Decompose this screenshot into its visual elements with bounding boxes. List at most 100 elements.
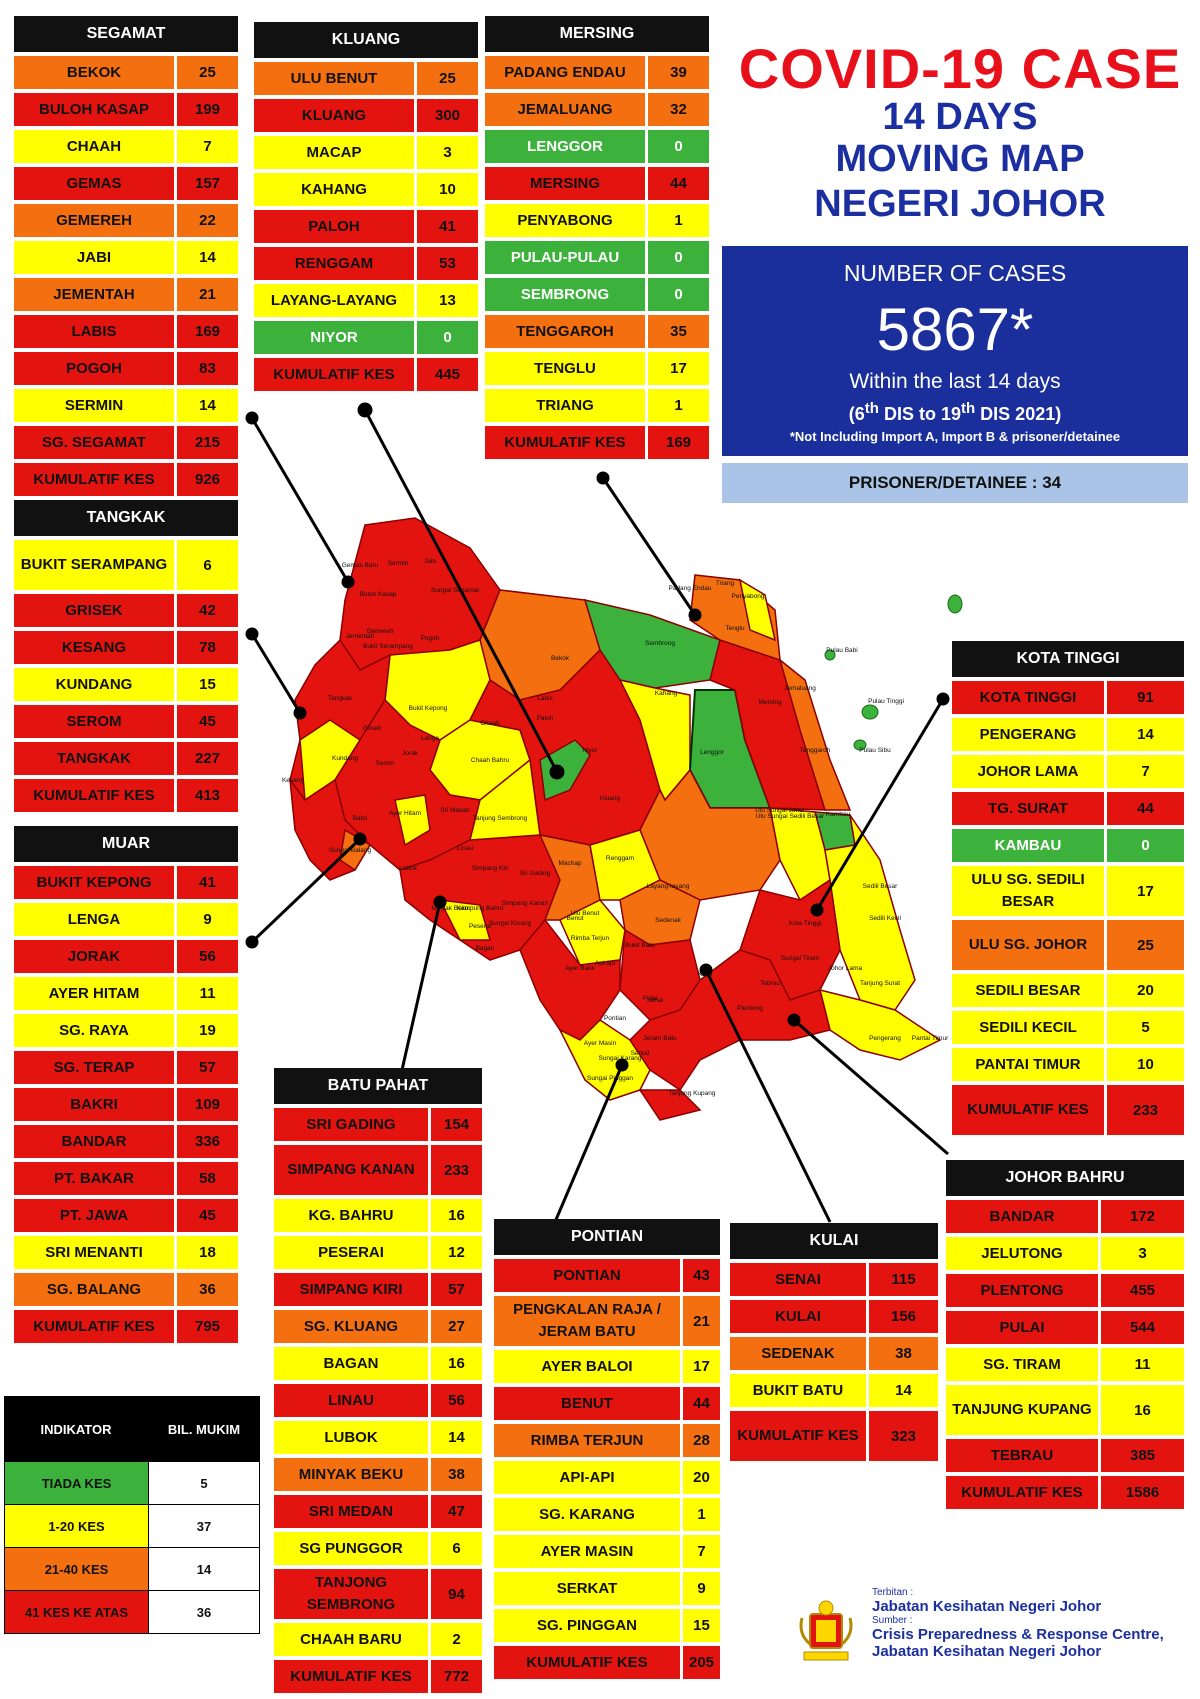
mukim-row: SERKAT 9 xyxy=(494,1572,720,1605)
map-mukim-label: Simpang Kanan xyxy=(502,900,549,907)
region-sembrong xyxy=(583,598,721,689)
mukim-cases: 169 xyxy=(177,315,238,348)
mukim-cases: 41 xyxy=(417,210,478,243)
mukim-row: LENGA 9 xyxy=(14,903,238,936)
region-penyabong xyxy=(738,578,777,642)
region-bekok xyxy=(479,589,601,701)
district-header: TANGKAK xyxy=(14,500,238,536)
district-table-kluang: KLUANG ULU BENUT 25 KLUANG 300 MACAP 3 KAHANG 10… xyxy=(254,22,478,395)
mukim-cases: 3 xyxy=(1101,1237,1184,1270)
mukim-name: BANDAR xyxy=(14,1125,174,1158)
leader-pontian xyxy=(553,1064,624,1223)
map-mukim-label: Kahang xyxy=(655,690,678,697)
region-muar-east xyxy=(334,698,481,871)
leader-dot-muar-b xyxy=(353,832,367,846)
mukim-row: KUMULATIF KES 413 xyxy=(14,779,238,812)
district-table-johorbahru: JOHOR BAHRU BANDAR 172 JELUTONG 3 PLENTONG 455… xyxy=(946,1160,1184,1513)
mukim-name: SERKAT xyxy=(494,1572,680,1605)
region-kundang xyxy=(299,719,362,802)
mukim-row: TENGLU 17 xyxy=(485,352,709,385)
legend-h2: BIL. MUKIM xyxy=(167,1421,241,1437)
mukim-name: RENGGAM xyxy=(254,247,414,280)
mukim-name: SG. KLUANG xyxy=(274,1310,428,1343)
mukim-cases: 156 xyxy=(869,1300,938,1333)
mukim-row: TANGKAK 227 xyxy=(14,742,238,775)
mukim-name: SRI MEDAN xyxy=(274,1495,428,1528)
region-bukit-batu xyxy=(559,899,626,966)
mukim-row: SIMPANG KIRI 57 xyxy=(274,1273,482,1306)
mukim-cases: 544 xyxy=(1101,1311,1184,1344)
mukim-row: SENAI 115 xyxy=(730,1263,938,1296)
mukim-row: PALOH 41 xyxy=(254,210,478,243)
mukim-cases: 157 xyxy=(177,167,238,200)
map-mukim-label: Kampung Bahru xyxy=(457,905,504,912)
map-mukim-label: Bukit Kepong xyxy=(409,705,448,712)
mukim-row: LUBOK 14 xyxy=(274,1421,482,1454)
mukim-cases: 205 xyxy=(683,1646,720,1679)
mukim-cases: 7 xyxy=(683,1535,720,1568)
district-table-pontian: PONTIAN PONTIAN 43 PENGKALAN RAJA / JERAM B… xyxy=(494,1219,720,1683)
map-mukim-label: Bekok xyxy=(551,655,570,662)
map-mukim-label: Jementah xyxy=(346,633,375,640)
map-mukim-label: Serom xyxy=(375,760,394,767)
region-tanjung-kupang xyxy=(638,1089,702,1121)
mukim-name: PENGKALAN RAJA / JERAM BATU xyxy=(494,1296,680,1346)
region-ulu-sg-johor xyxy=(639,768,781,901)
legend-count: 14 xyxy=(149,1548,260,1590)
map-mukim-label: Kambau xyxy=(826,811,851,818)
mukim-row: JEMALUANG 32 xyxy=(485,93,709,126)
cases-total: 5867* xyxy=(876,296,1034,363)
mukim-row: BAGAN 16 xyxy=(274,1347,482,1380)
mukim-name: SG. KARANG xyxy=(494,1498,680,1531)
mukim-name: SG. TERAP xyxy=(14,1051,174,1084)
mukim-name: POGOH xyxy=(14,352,174,385)
footer-sumber-1: Crisis Preparedness & Response Centre, xyxy=(872,1626,1164,1643)
mukim-row: ULU BENUT 25 xyxy=(254,62,478,95)
map-mukim-label: Labis xyxy=(537,695,553,702)
mukim-cases: 45 xyxy=(177,705,238,738)
mukim-name: SG. SEGAMAT xyxy=(14,426,174,459)
mukim-name: SENAI xyxy=(730,1263,866,1296)
map-mukim-label: Api-api xyxy=(595,960,615,967)
mukim-cases: 83 xyxy=(177,352,238,385)
region-sedili xyxy=(824,814,916,1011)
island-tinggi xyxy=(861,704,879,720)
mukim-name: SERMIN xyxy=(14,389,174,422)
map-mukim-label: Triang xyxy=(716,580,735,587)
mukim-row: KOTA TINGGI 91 xyxy=(952,681,1184,714)
mukim-row: SG. PINGGAN 15 xyxy=(494,1609,720,1642)
footer-sumber-2: Jabatan Kesihatan Negeri Johor xyxy=(872,1643,1102,1660)
map-mukim-labels: Gemas Baru Sermin Jabi Buloh Kasap Sungai Se… xyxy=(282,558,949,1097)
mukim-cases: 45 xyxy=(177,1199,238,1232)
mukim-name: JEMENTAH xyxy=(14,278,174,311)
mukim-cases: 38 xyxy=(431,1458,482,1491)
mukim-row: NIYOR 0 xyxy=(254,321,478,354)
region-tangkak xyxy=(289,638,391,802)
period-start-sup: th xyxy=(864,400,879,417)
mukim-cases: 11 xyxy=(177,977,238,1010)
leader-kulai xyxy=(704,969,832,1223)
mukim-name: ULU BENUT xyxy=(254,62,414,95)
mukim-cases: 20 xyxy=(1107,974,1184,1007)
region-layang-layang xyxy=(589,829,661,901)
map-mukim-label: Serkat xyxy=(631,1050,650,1057)
mukim-cases: 22 xyxy=(177,204,238,237)
mukim-cases: 14 xyxy=(431,1421,482,1454)
map-mukim-label: Pulau Sibu xyxy=(859,747,891,754)
subtitle-moving-map: MOVING MAP xyxy=(835,138,1085,180)
footer-terbitan: Jabatan Kesihatan Negeri Johor xyxy=(872,1598,1102,1615)
mukim-row: TRIANG 1 xyxy=(485,389,709,422)
footer-terbitan-label: Terbitan : xyxy=(872,1587,914,1598)
mukim-row: MERSING 44 xyxy=(485,167,709,200)
mukim-row: BULOH KASAP 199 xyxy=(14,93,238,126)
mukim-name: SEMBRONG xyxy=(485,278,645,311)
mukim-row: MINYAK BEKU 38 xyxy=(274,1458,482,1491)
subtitle-14-days: 14 DAYS xyxy=(882,96,1038,138)
mukim-name: SEDENAK xyxy=(730,1337,866,1370)
leader-dot-tangkak-b xyxy=(293,706,307,720)
legend-label: 1-20 KES xyxy=(5,1505,149,1547)
mukim-cases: 11 xyxy=(1101,1348,1184,1381)
number-of-cases-box: NUMBER OF CASES 5867* Within the last 14… xyxy=(722,246,1188,456)
legend-rows: TIADA KES 5 1-20 KES 37 21-40 KES 14 41 KES KE… xyxy=(4,1462,260,1634)
mukim-name: KUMULATIF KES xyxy=(730,1411,866,1461)
